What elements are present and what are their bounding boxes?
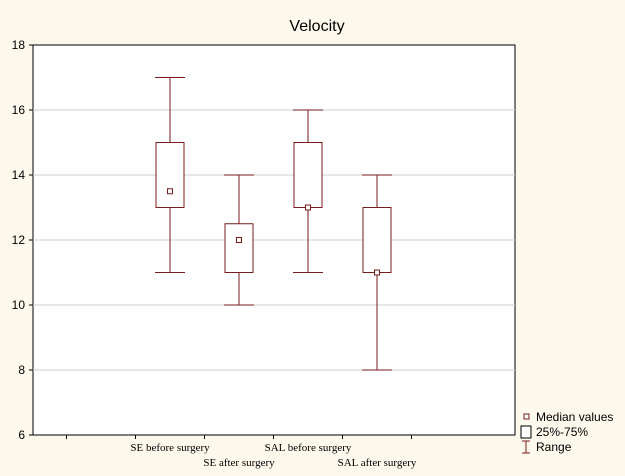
box-legend-icon xyxy=(520,425,532,439)
median-marker xyxy=(236,237,242,243)
median-marker xyxy=(305,204,311,211)
y-tick-label: 14 xyxy=(12,168,26,182)
median-marker xyxy=(374,269,380,276)
box-group xyxy=(224,174,254,306)
legend-item-range: Range xyxy=(522,440,572,454)
axis-layer: 6 8 10 12 14 16 18 SE before surgery SE after su… xyxy=(12,38,417,469)
x-category-label: SE after surgery xyxy=(203,457,275,469)
chart-title: Velocity xyxy=(289,18,344,35)
x-category-label: SE before surgery xyxy=(130,442,210,454)
box-group xyxy=(362,174,392,371)
y-tick-label: 12 xyxy=(12,233,26,247)
box-layer xyxy=(155,77,392,371)
y-tick-label: 18 xyxy=(12,38,26,52)
box-group xyxy=(155,77,185,273)
y-tick-label: 16 xyxy=(12,103,26,117)
box-group xyxy=(293,109,323,273)
iqr-box xyxy=(224,223,254,273)
legend-item-median: Median values xyxy=(523,410,613,424)
y-tick-label: 6 xyxy=(18,428,25,442)
legend-label: Range xyxy=(536,440,572,454)
legend-label: 25%-75% xyxy=(536,425,588,439)
y-tick-label: 10 xyxy=(12,298,26,312)
x-category-label: SAL before surgery xyxy=(265,442,352,454)
grid-layer xyxy=(33,109,515,371)
legend-item-box: 25%-75% xyxy=(520,425,588,439)
iqr-box xyxy=(362,207,392,273)
iqr-box xyxy=(293,142,323,208)
x-category-label: SAL after surgery xyxy=(338,457,417,469)
median-legend-icon xyxy=(523,413,530,420)
iqr-box xyxy=(155,142,185,208)
y-tick-label: 8 xyxy=(18,363,25,377)
legend-label: Median values xyxy=(536,410,613,424)
median-marker xyxy=(167,188,173,195)
